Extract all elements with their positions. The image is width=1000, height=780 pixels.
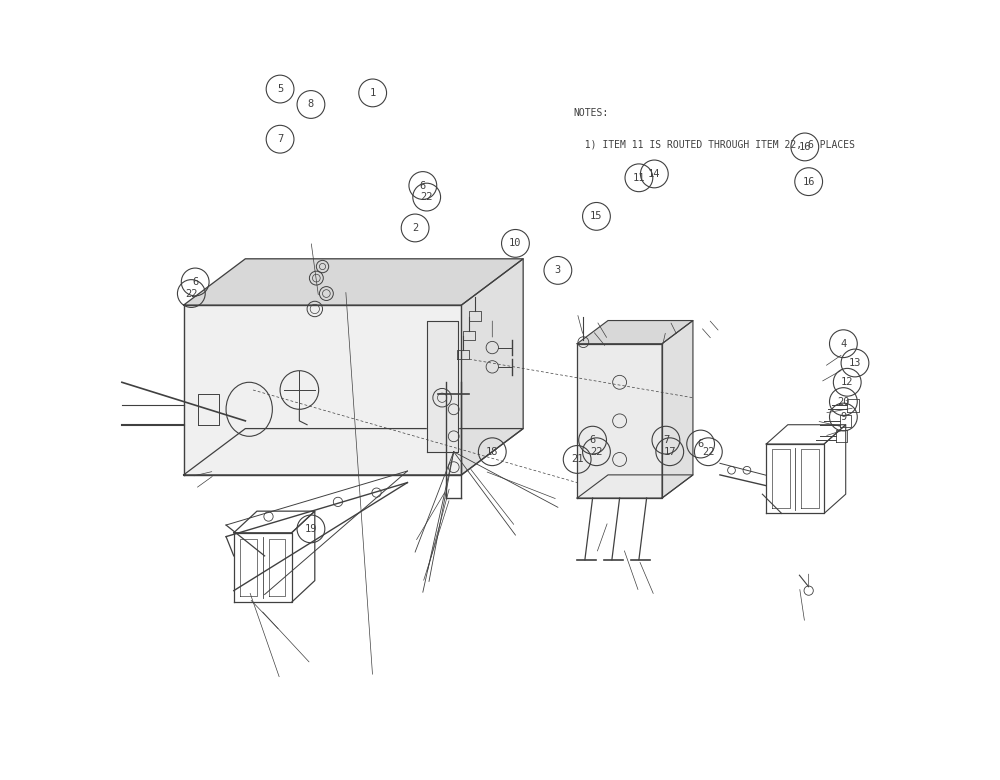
Text: 15: 15 xyxy=(590,211,603,222)
Text: 12: 12 xyxy=(841,378,854,388)
Text: 1: 1 xyxy=(370,88,376,98)
Text: 22: 22 xyxy=(185,289,198,299)
Text: 8: 8 xyxy=(308,100,314,109)
Text: 7: 7 xyxy=(663,435,669,445)
Polygon shape xyxy=(184,305,461,475)
Text: 9: 9 xyxy=(840,412,847,422)
Text: 20: 20 xyxy=(837,396,850,406)
Text: 6: 6 xyxy=(192,277,198,287)
Text: 11: 11 xyxy=(633,173,645,183)
Polygon shape xyxy=(184,259,523,305)
Polygon shape xyxy=(577,344,662,498)
Text: 19: 19 xyxy=(305,524,317,534)
Polygon shape xyxy=(577,475,693,498)
Text: NOTES:: NOTES: xyxy=(573,108,609,119)
Text: 13: 13 xyxy=(849,358,861,368)
Text: 17: 17 xyxy=(664,447,676,457)
Text: 16: 16 xyxy=(799,142,811,152)
Text: 5: 5 xyxy=(277,84,283,94)
Polygon shape xyxy=(662,321,693,498)
Polygon shape xyxy=(577,321,693,344)
Text: 2: 2 xyxy=(412,223,418,233)
Text: 10: 10 xyxy=(509,239,522,248)
Text: 22: 22 xyxy=(590,447,603,457)
Polygon shape xyxy=(184,428,523,475)
Text: 4: 4 xyxy=(840,339,847,349)
Text: 3: 3 xyxy=(555,265,561,275)
Text: 22: 22 xyxy=(702,447,715,457)
Text: 7: 7 xyxy=(277,134,283,144)
Text: 6: 6 xyxy=(420,180,426,190)
Text: 18: 18 xyxy=(486,447,499,457)
Polygon shape xyxy=(461,259,523,475)
Text: 16: 16 xyxy=(802,176,815,186)
Text: 22: 22 xyxy=(420,192,433,202)
Polygon shape xyxy=(427,321,458,452)
Text: 21: 21 xyxy=(571,455,583,464)
Text: 6: 6 xyxy=(589,435,596,445)
Text: 6: 6 xyxy=(698,439,704,449)
Text: 14: 14 xyxy=(648,169,661,179)
Text: 1) ITEM 11 IS ROUTED THROUGH ITEM 22, 6 PLACES: 1) ITEM 11 IS ROUTED THROUGH ITEM 22, 6 … xyxy=(573,139,855,149)
